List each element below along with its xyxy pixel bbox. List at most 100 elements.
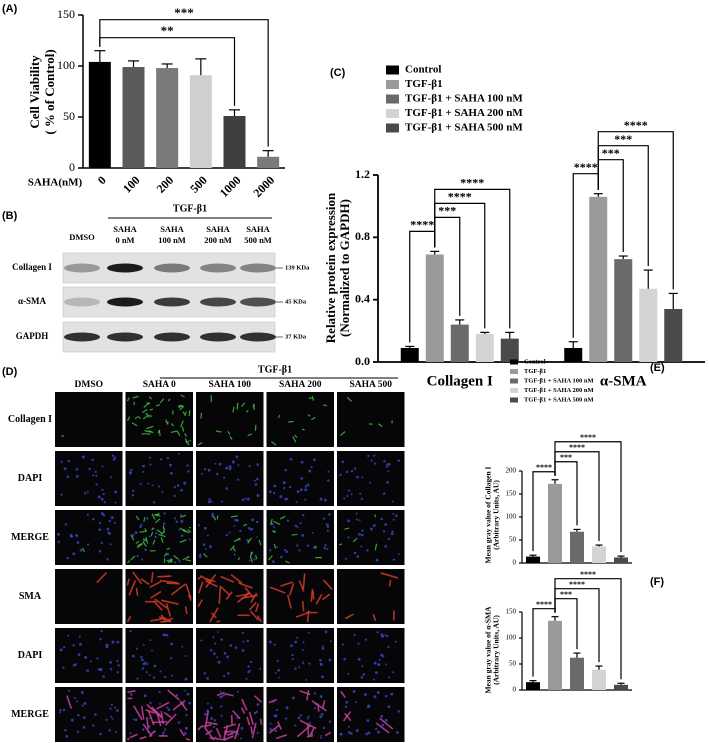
nucleus [145,517,149,520]
legend-label: Control [405,64,441,76]
nucleus [384,634,387,637]
nucleus [148,456,151,459]
nucleus [301,661,305,664]
nucleus [382,493,385,496]
nucleus [77,713,80,717]
stain-fiber [160,579,178,584]
y-tick-label: 100 [506,513,517,521]
stain-fiber [273,543,277,549]
nucleus [368,481,371,484]
micrograph-bg [266,392,334,447]
y-axis-label: (Normalized to GAPDH) [337,199,352,337]
x-tick-label: 2000 [250,173,277,200]
nucleus [75,533,79,537]
nucleus [86,669,90,672]
stain-fiber [238,582,253,589]
y-tick-label: 0.4 [355,291,370,305]
nucleus [296,544,299,547]
stain-fiber [250,592,258,604]
nucleus [390,692,394,696]
legend-label: TGF-β1 + SAHA 200 nM [524,387,594,394]
nucleus [384,545,387,548]
nucleus [142,662,146,666]
micrograph-cell [337,687,405,742]
significance-label: *** [614,132,632,146]
x-axis-label: SAHA(nM) [28,177,83,189]
nucleus [386,481,389,484]
nucleus [109,668,113,671]
blot-band [154,297,190,307]
nucleus [354,701,357,704]
legend-swatch [510,378,518,384]
row-label: Collagen I [8,414,52,425]
nucleus [57,540,60,544]
nucleus [110,703,113,706]
stain-fiber [232,406,235,413]
y-axis-label: Cell Viability [27,55,42,129]
nucleus [247,526,251,530]
nucleus [132,489,135,492]
nucleus [367,731,371,735]
nucleus [320,737,323,739]
nucleus [300,460,304,464]
nucleus [320,663,323,667]
bar [400,347,419,362]
stain-fiber [163,552,168,557]
stain-fiber [185,559,192,562]
nucleus [140,656,143,659]
nucleus [294,524,297,528]
stain-fiber [174,561,177,564]
bar [589,196,608,362]
nucleus [206,534,209,537]
nucleus [63,646,66,649]
stain-fiber [201,724,212,728]
nucleus [107,531,110,533]
nucleus [373,695,377,699]
row-label: DAPI [18,473,43,484]
blot-band [107,297,143,307]
nucleus [64,523,68,526]
significance-label: *** [560,453,572,462]
stain-fiber [153,600,163,611]
stain-fiber [307,414,311,417]
significance-bracket [434,188,511,329]
nucleus [108,519,112,523]
nucleus [323,498,327,502]
panel-label: (F) [650,576,664,588]
stain-fiber [380,572,399,579]
blot-band [64,263,100,273]
nucleus [372,524,376,527]
nucleus [154,535,157,539]
stain-fiber [82,547,85,553]
stain-fiber [299,719,317,730]
nucleus [139,483,142,486]
bar [614,557,628,563]
stain-fiber [315,593,323,605]
nucleus [391,671,394,674]
nucleus [380,634,384,638]
nucleus [268,490,272,494]
nucleus [68,689,71,693]
bar [526,682,540,690]
stain-fiber [148,414,152,417]
nucleus [159,458,163,461]
panel-label: (C) [330,67,346,79]
nucleus [177,453,180,456]
stain-fiber [224,693,234,697]
legend-label: Control [524,358,546,365]
stain-fiber [246,410,249,413]
nucleus [202,543,206,546]
nucleus [288,485,292,489]
nucleus [65,734,69,738]
stain-fiber [250,726,253,734]
nucleus [308,469,312,473]
nucleus [225,534,229,537]
nucleus [223,674,226,678]
nucleus [111,640,115,644]
stain-fiber [150,531,154,537]
nucleus [114,501,117,504]
stain-fiber [133,401,136,406]
y-axis-label: Mean gray value of Collagen I [484,466,493,563]
stain-fiber [180,420,184,428]
nucleus [269,549,272,552]
